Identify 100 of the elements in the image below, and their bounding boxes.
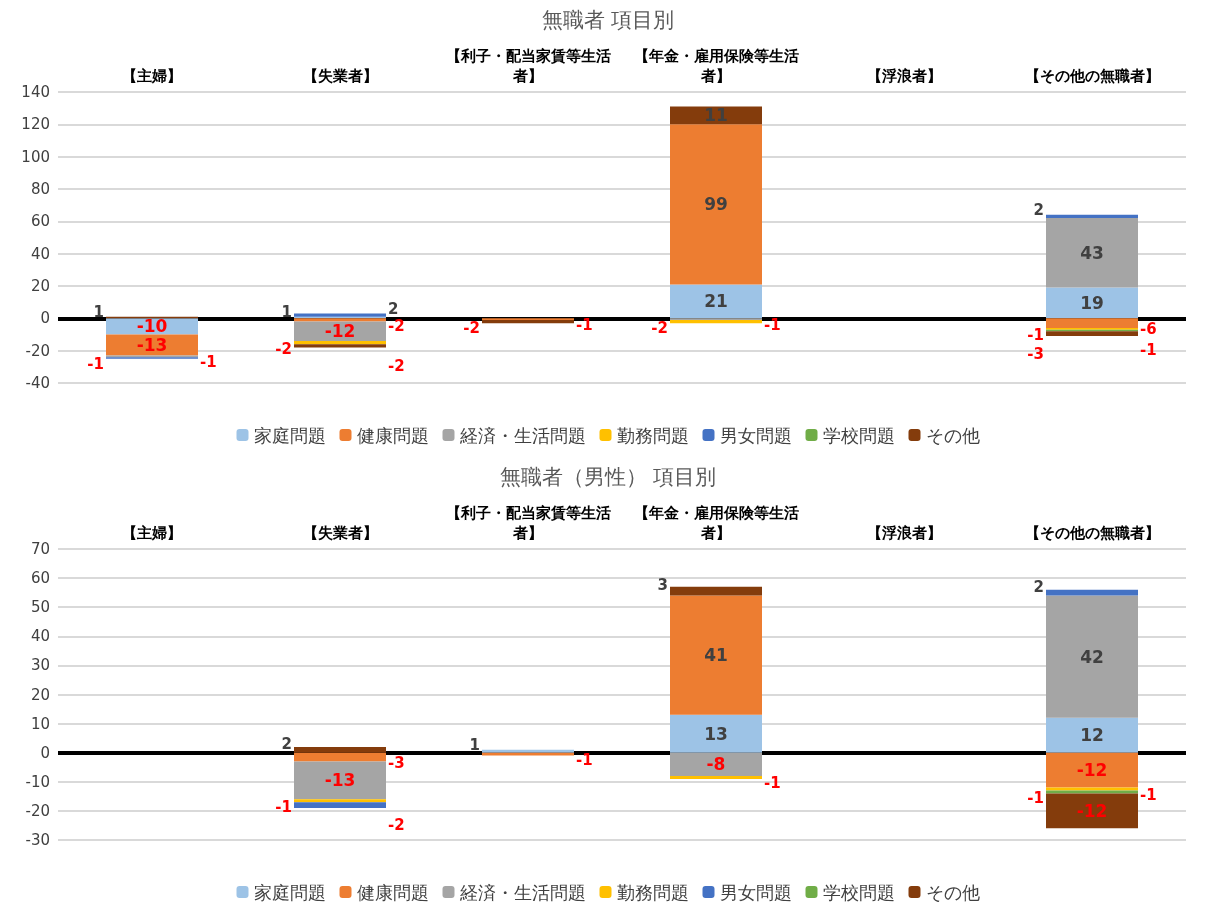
bar xyxy=(670,752,762,776)
x-tick-label: 【失業者】 xyxy=(302,524,378,542)
y-tick-label: 60 xyxy=(30,569,50,588)
legend-label: その他 xyxy=(925,424,980,446)
data-label: -3 xyxy=(388,754,405,773)
bar xyxy=(294,761,386,800)
y-tick-label: 120 xyxy=(21,115,50,134)
data-label: -8 xyxy=(706,754,726,775)
data-label: 2 xyxy=(1033,201,1044,220)
y-tick-label: -40 xyxy=(25,374,50,392)
data-label: -1 xyxy=(200,353,217,372)
data-label: -12 xyxy=(1076,800,1108,821)
y-tick-label: 50 xyxy=(30,598,50,617)
bar xyxy=(1046,752,1138,788)
bar xyxy=(294,344,386,348)
bar xyxy=(1046,214,1138,219)
chart-title: 無職者（男性） 項目別 xyxy=(499,464,717,489)
data-label: 12 xyxy=(1080,725,1104,746)
data-label: -1 xyxy=(1027,788,1044,807)
bar xyxy=(294,752,386,762)
bar xyxy=(294,340,386,345)
data-label: -2 xyxy=(651,318,668,337)
y-tick-label: 30 xyxy=(30,656,50,675)
data-label: 2 xyxy=(388,300,399,319)
legend-label: 経済・生活問題 xyxy=(458,881,586,903)
data-label: 19 xyxy=(1080,292,1104,313)
bar xyxy=(670,124,762,285)
bar xyxy=(670,586,762,596)
data-label: -2 xyxy=(388,816,405,835)
data-label: 11 xyxy=(704,105,728,126)
data-label: 42 xyxy=(1080,646,1104,667)
y-tick-label: -20 xyxy=(25,341,50,360)
x-tick-label: 【その他の無職者】 xyxy=(1024,67,1160,85)
data-label: 1 xyxy=(469,736,480,755)
bar xyxy=(482,319,574,324)
x-tick-label: 【年金・雇用保険等生活者】 xyxy=(633,47,799,85)
y-tick-label: -10 xyxy=(25,772,50,791)
legend-label: 健康問題 xyxy=(356,881,429,903)
data-label: 1 xyxy=(281,302,292,321)
data-label: 3 xyxy=(657,576,668,595)
data-label: -2 xyxy=(388,356,405,375)
data-label: 99 xyxy=(704,194,728,215)
x-tick-label: 【年金・雇用保険等生活者】 xyxy=(633,504,799,542)
legend-label: 家庭問題 xyxy=(253,881,326,903)
bar xyxy=(294,802,386,808)
data-label: -1 xyxy=(1027,325,1044,344)
bar xyxy=(670,319,762,324)
chart-title: 無職者 項目別 xyxy=(541,7,675,32)
data-label: -13 xyxy=(324,770,356,791)
bar xyxy=(670,775,762,779)
data-label: -13 xyxy=(136,335,168,356)
y-tick-label: 0 xyxy=(40,743,50,762)
data-label: -2 xyxy=(275,339,292,358)
data-label: -1 xyxy=(764,774,781,793)
y-tick-label: 20 xyxy=(30,277,50,295)
y-tick-label: 10 xyxy=(30,714,50,733)
data-label: -1 xyxy=(764,316,781,335)
x-tick-label: 【浮浪者】 xyxy=(866,67,942,85)
bar xyxy=(106,318,198,335)
legend-label: 経済・生活問題 xyxy=(458,424,586,446)
legend-label: 勤務問題 xyxy=(616,881,689,903)
y-tick-label: 40 xyxy=(30,244,50,263)
x-tick-label: 【利子・配当家賃等生活者】 xyxy=(445,504,611,542)
bar xyxy=(670,595,762,715)
x-tick-label: 【主婦】 xyxy=(122,524,182,542)
data-label: 41 xyxy=(704,645,728,666)
bar xyxy=(1046,218,1138,288)
data-label: 21 xyxy=(704,291,728,312)
y-tick-label: -30 xyxy=(25,831,50,849)
legend-label: 男女問題 xyxy=(719,881,792,903)
bar xyxy=(1046,793,1138,829)
x-tick-label: 【浮浪者】 xyxy=(866,524,942,542)
y-tick-label: 40 xyxy=(30,627,50,646)
legend-label: 学校問題 xyxy=(822,881,895,903)
bar xyxy=(1046,589,1138,596)
data-label: -2 xyxy=(388,316,405,335)
y-tick-label: 20 xyxy=(30,685,50,704)
bar xyxy=(1046,287,1138,319)
bar xyxy=(1046,318,1138,329)
legend-label: その他 xyxy=(925,881,980,903)
x-tick-label: 【失業者】 xyxy=(302,67,378,85)
legend-label: 勤務問題 xyxy=(616,424,689,446)
data-label: -2 xyxy=(463,318,480,337)
data-label: 1 xyxy=(93,302,104,321)
data-label: 13 xyxy=(704,723,728,744)
y-tick-label: 60 xyxy=(30,212,50,231)
x-tick-label: 【主婦】 xyxy=(122,67,182,85)
data-label: -12 xyxy=(1076,760,1108,781)
y-tick-label: 0 xyxy=(40,309,50,328)
data-label: -1 xyxy=(275,797,292,816)
data-label: 43 xyxy=(1080,242,1104,263)
bar xyxy=(1046,595,1138,718)
legend-label: 男女問題 xyxy=(719,424,792,446)
bar xyxy=(670,714,762,753)
data-label: -1 xyxy=(576,316,593,335)
x-tick-label: 【利子・配当家賃等生活者】 xyxy=(445,47,611,85)
bar xyxy=(294,799,386,803)
bar xyxy=(1046,331,1138,337)
data-label: -10 xyxy=(136,316,168,337)
legend-label: 健康問題 xyxy=(356,424,429,446)
